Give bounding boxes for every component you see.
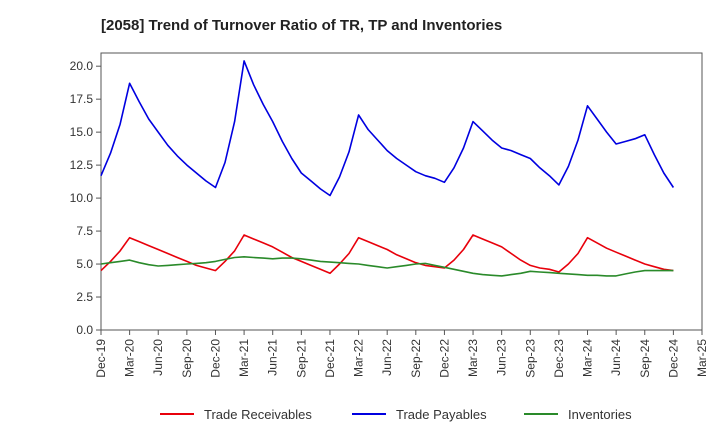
- series-layer: [100, 60, 675, 277]
- x-tick-label: Jun-24: [609, 339, 623, 376]
- x-tick-label: Dec-24: [666, 339, 680, 378]
- x-tick-label: Sep-24: [638, 339, 652, 378]
- x-tick-label: Mar-20: [123, 339, 137, 377]
- series-line-inventories: [100, 255, 674, 277]
- x-tick-label: Jun-22: [380, 339, 394, 376]
- x-tick-label: Mar-23: [466, 339, 480, 377]
- y-tick-label: 5.0: [76, 257, 93, 271]
- y-tick-label: 10.0: [70, 191, 94, 205]
- x-tick-label: Mar-25: [695, 339, 709, 377]
- series-line-trade-receivables: [100, 234, 674, 275]
- x-tick-label: Jun-23: [495, 339, 509, 376]
- x-tick-label: Jun-20: [151, 339, 165, 376]
- y-tick-label: 2.5: [76, 290, 93, 304]
- x-tick-label: Sep-22: [409, 339, 423, 378]
- x-tick-label: Dec-21: [323, 339, 337, 378]
- legend-label-inventories: Inventories: [568, 407, 632, 422]
- y-tick-label: 12.5: [70, 158, 94, 172]
- series-line-trade-payables: [100, 60, 675, 197]
- y-tick-label: 20.0: [70, 59, 94, 73]
- y-tick-label: 15.0: [70, 125, 94, 139]
- x-tick-label: Sep-23: [523, 339, 537, 378]
- legend-label-trade-payables: Trade Payables: [396, 407, 487, 422]
- y-tick-label: 0.0: [76, 323, 93, 337]
- legend-label-trade-receivables: Trade Receivables: [204, 407, 312, 422]
- y-tick-label: 17.5: [70, 92, 94, 106]
- plot-frame: [100, 52, 703, 331]
- x-tick-label: Sep-20: [180, 339, 194, 378]
- x-tick-label: Dec-23: [552, 339, 566, 378]
- chart-title: [2058] Trend of Turnover Ratio of TR, TP…: [101, 17, 502, 34]
- x-tick-label: Mar-22: [352, 339, 366, 377]
- x-tick-label: Mar-24: [581, 339, 595, 377]
- x-axis: Dec-19 Mar-20 Jun-20 Sep-20 Dec-20 Mar-21 Jun-…: [94, 330, 709, 378]
- x-tick-label: Mar-21: [237, 339, 251, 377]
- x-tick-label: Jun-21: [266, 339, 280, 376]
- x-tick-label: Dec-20: [208, 339, 222, 378]
- x-tick-label: Sep-21: [294, 339, 308, 378]
- x-tick-label: Dec-22: [437, 339, 451, 378]
- legend: Trade Receivables Trade Payables Inventori…: [160, 407, 632, 422]
- y-axis: 0.0 2.5 5.0 7.5 10.0 12.5 15.0 17.5 20.0: [70, 59, 101, 337]
- y-tick-label: 7.5: [76, 224, 93, 238]
- x-tick-label: Dec-19: [94, 339, 108, 378]
